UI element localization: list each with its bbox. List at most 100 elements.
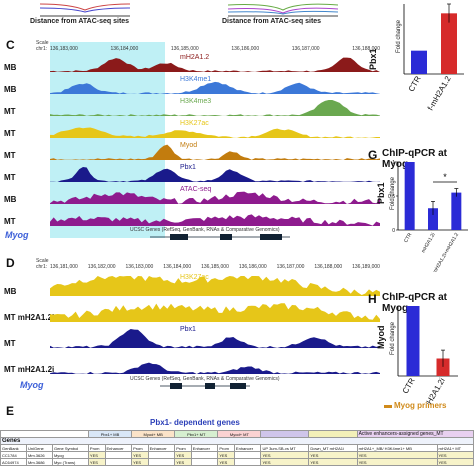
panel-c-coords: 136,183,000 136,184,000 136,185,000 136,…: [50, 46, 380, 52]
genes-table: Pbx1+ MB Myod+ MB Pbx1+ MT Myod+ MT Acti…: [0, 430, 474, 466]
chart-g-title: ChIP-qPCR at Myog: [382, 148, 447, 170]
panel-d-gene-model: [160, 383, 250, 389]
table-cell: UniGene: [25, 444, 53, 452]
table-cell: YES: [131, 458, 149, 466]
genome-track: MT Pbx1: [4, 164, 380, 182]
track-signal: [50, 100, 380, 116]
table-cell: GenBank: [0, 444, 27, 452]
track-name-label: mH2A1.2: [180, 54, 209, 61]
table-cell: [0, 430, 89, 438]
coord: 136,189,000: [352, 264, 380, 270]
table-cell: YES: [217, 451, 235, 459]
panel-d-letter: D: [6, 256, 15, 270]
coord: 136,188,000: [352, 46, 380, 52]
coord: 136,184,000: [163, 264, 192, 270]
genome-track: MT Pbx1: [4, 326, 380, 348]
table-cell: YES: [356, 458, 438, 466]
table-header: Genes: [0, 437, 474, 445]
coord: 136,188,000: [314, 264, 343, 270]
table-cell: [104, 458, 133, 466]
panel-c-tracks: MB mH2A1.2 MB H3K4me1 MT H3K4me3 MT H3K27ac MT My…: [4, 54, 380, 226]
table-cell: Enhancer: [233, 444, 262, 452]
panel-d-chr: chr1:: [36, 264, 48, 270]
table-header: Pbx1+ MT: [174, 430, 219, 438]
table-cell: Enhancer: [190, 444, 219, 452]
panel-e-banner: Pbx1- dependent genes: [150, 418, 240, 427]
track-sample-label: MT: [4, 217, 16, 226]
axis-title: Fold change: [396, 19, 402, 53]
table-header: Active enhancers-assigned genes_MT: [356, 430, 474, 438]
tick-label: CTR: [401, 376, 417, 395]
table-cell: YES: [217, 458, 235, 466]
table-header-groups: Pbx1+ MB Myod+ MB Pbx1+ MT Myod+ MT Acti…: [0, 430, 474, 438]
panel-c-gene-model: [150, 234, 290, 240]
table-cell: [233, 458, 262, 466]
top-profile-right: [228, 3, 338, 17]
track-name-label: Myod: [180, 142, 197, 149]
track-signal: [50, 362, 380, 374]
table-row: AC64974 Mm.3686 Myo (Trans) YES YES YES YES YES…: [0, 458, 474, 466]
tick-label: f-mH2A1.2: [426, 74, 453, 112]
track-name-label: Pbx1: [180, 326, 196, 333]
track-sample-label: MT: [4, 151, 16, 160]
track-signal: [50, 191, 380, 204]
significance-star: *: [443, 172, 447, 182]
table-cell: YES: [308, 451, 358, 459]
track-signal: [50, 329, 380, 348]
panel-c-letter: C: [6, 38, 15, 52]
table-cell: YES: [174, 458, 192, 466]
table-cell: Myo (Trans): [51, 458, 89, 466]
track-sample-label: MT mH2A1.2i: [4, 365, 54, 374]
y-tick-label: 0: [392, 228, 395, 234]
coord: 136,185,000: [170, 46, 199, 52]
table-header: Pbx1+ MB: [87, 430, 133, 438]
panel-h-letter: H: [368, 292, 377, 306]
track-name-label: H3K27ac: [180, 274, 209, 281]
panel-c-ucsc-caption: UCSC Genes (RefSeq, GenBank, RNAs & Comp…: [130, 227, 280, 233]
bar: [428, 208, 438, 230]
panel-d-gene-label: Myog: [20, 380, 44, 390]
table-cell: YES: [174, 451, 192, 459]
y-tick-label: 0.5: [388, 194, 395, 200]
genome-track: MT: [4, 214, 380, 226]
table-cell: YES: [131, 451, 149, 459]
panel-c-chr: chr1:: [36, 46, 48, 52]
table-cell: YES: [436, 451, 474, 459]
table-cell: Enhancer: [147, 444, 176, 452]
track-signal: [50, 214, 380, 226]
coord: 136,183,000: [50, 46, 78, 52]
coord: 136,185,000: [201, 264, 229, 270]
coord: 136,186,000: [231, 46, 260, 52]
table-header: Myod+ MT: [217, 430, 262, 438]
coord: 136,187,000: [291, 46, 320, 52]
table-genes-row: Genes: [0, 437, 474, 445]
chart-h: Fold change Myod CTR mH2A1.2i: [376, 306, 458, 404]
track-name-label: H3K4me3: [180, 98, 211, 105]
chart-h-title: ChIP-qPCR at Myog: [382, 292, 447, 314]
bar: [406, 306, 420, 376]
coord: 136,184,000: [110, 46, 139, 52]
track-name-label: H3K4me1: [180, 76, 211, 83]
panel-d-ucsc-caption: UCSC Genes (RefSeq, GenBank, RNAs & Comp…: [130, 376, 280, 382]
table-cell: YES: [308, 458, 358, 466]
table-header: [260, 430, 310, 438]
panel-d-coords: 136,181,000 136,182,000 136,183,000 136,…: [50, 264, 380, 270]
track-signal: [50, 144, 380, 160]
table-header: [308, 430, 358, 438]
panel-c-gene-label: Myog: [5, 230, 29, 240]
genome-track: MT H3K27ac: [4, 120, 380, 138]
panel-d-scale: Scale: [36, 258, 49, 264]
chart-f-ylabel: Pbx1: [368, 48, 378, 70]
coord: 136,181,000: [50, 264, 78, 270]
track-signal: [50, 127, 380, 138]
track-sample-label: MB: [4, 195, 17, 204]
y-label: Myod: [376, 326, 386, 350]
tick-label: CTR: [403, 232, 414, 244]
table-cell: Gene Symbol: [51, 444, 89, 452]
table-subheaders: GenBank UniGene Gene Symbol Prom Enhancer Pro…: [0, 444, 474, 452]
genome-track: MT Myod: [4, 142, 380, 160]
track-name-label: Pbx1: [180, 164, 196, 171]
track-signal: [50, 167, 380, 182]
table-cell: [190, 451, 219, 459]
track-sample-label: MT: [4, 173, 16, 182]
